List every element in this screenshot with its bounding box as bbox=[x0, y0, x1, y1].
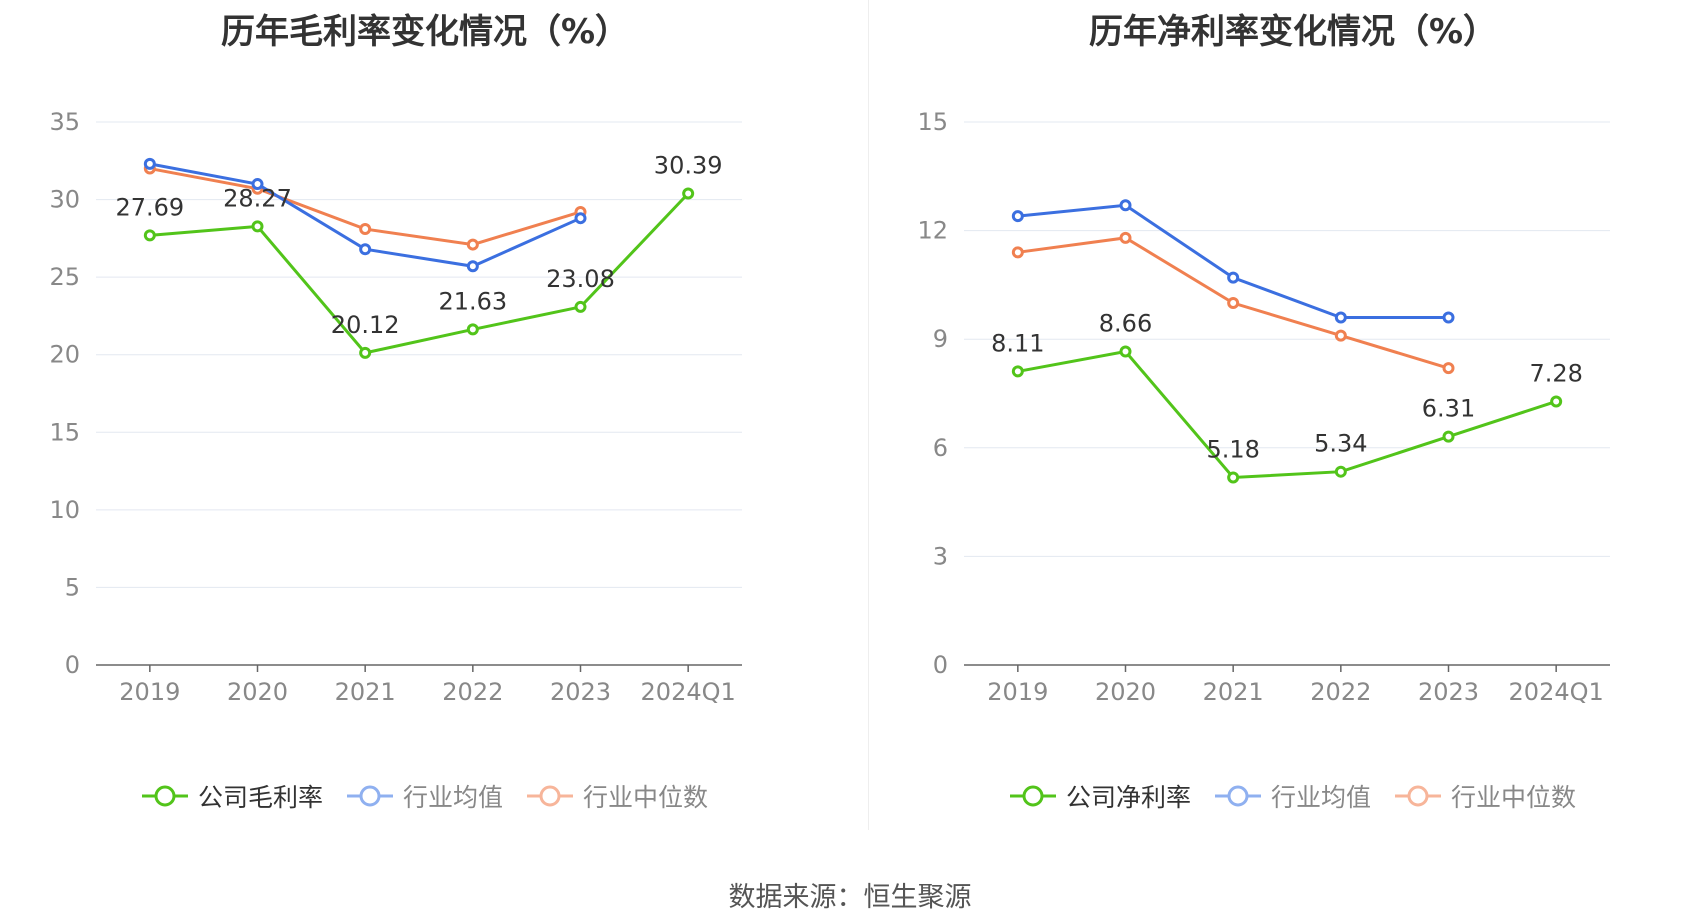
data-point-median[interactable] bbox=[466, 238, 479, 251]
y-tick-label: 9 bbox=[933, 325, 948, 353]
series-line-company bbox=[1017, 349, 1557, 480]
y-tick-label: 10 bbox=[49, 496, 80, 524]
data-point-avg[interactable] bbox=[1119, 199, 1132, 212]
x-tick-label: 2022 bbox=[1310, 678, 1371, 706]
data-point-company[interactable] bbox=[359, 346, 372, 359]
x-tick-label: 2021 bbox=[335, 678, 396, 706]
data-label: 21.63 bbox=[438, 287, 507, 315]
data-point-avg[interactable] bbox=[143, 157, 156, 170]
x-tick-label: 2019 bbox=[119, 678, 180, 706]
net-margin-chart: 历年净利率变化情况（%） 0 3 6 9 12 15 2019 2020 2021 2022 202… bbox=[868, 0, 1700, 830]
data-point-company[interactable] bbox=[1011, 365, 1024, 378]
y-tick-label: 15 bbox=[917, 108, 948, 136]
y-tick-label: 15 bbox=[49, 418, 80, 446]
y-tick-label: 5 bbox=[65, 573, 80, 601]
data-source: 数据来源：恒生聚源 bbox=[728, 882, 972, 913]
chart-title: 历年净利率变化情况（%） bbox=[1088, 12, 1498, 52]
legend-label: 行业均值 bbox=[402, 783, 503, 812]
net-margin-plot: 0 3 6 9 12 15 2019 2020 2021 2022 2023 2024Q1 8.11 8.… bbox=[917, 108, 1610, 706]
legend-item-avg[interactable]: 行业均值 bbox=[1214, 778, 1371, 814]
data-point-company[interactable] bbox=[1442, 430, 1455, 443]
data-point-median[interactable] bbox=[1119, 231, 1132, 244]
gross-margin-plot: 0 5 10 15 20 25 30 35 2019 2020 2021 2022 2023 2024Q1… bbox=[49, 108, 742, 706]
data-point-avg[interactable] bbox=[359, 243, 372, 256]
data-point-median[interactable] bbox=[1334, 329, 1347, 342]
chart-title: 历年毛利率变化情况（%） bbox=[220, 12, 630, 52]
y-tick-label: 0 bbox=[933, 651, 948, 679]
data-point-median[interactable] bbox=[359, 223, 372, 236]
legend-avg-line-icon bbox=[346, 785, 393, 807]
x-tick-label: 2020 bbox=[227, 678, 288, 706]
y-tick-label: 25 bbox=[49, 263, 80, 291]
y-tick-label: 30 bbox=[49, 186, 80, 214]
legend-company-line-icon bbox=[141, 785, 188, 807]
data-point-median[interactable] bbox=[1227, 297, 1240, 309]
legend-label: 公司净利率 bbox=[1065, 783, 1191, 812]
x-tick-label: 2024Q1 bbox=[641, 678, 736, 706]
legend-median-line-icon bbox=[1395, 785, 1441, 807]
y-tick-label: 0 bbox=[65, 651, 80, 679]
data-point-company[interactable] bbox=[1119, 345, 1132, 358]
y-tick-label: 35 bbox=[49, 108, 80, 136]
legend-item-median[interactable]: 行业中位数 bbox=[1395, 778, 1576, 814]
x-tick-label: 2022 bbox=[442, 678, 503, 706]
x-tick-label: 2019 bbox=[987, 678, 1048, 706]
data-point-avg[interactable] bbox=[1011, 210, 1024, 223]
data-label: 28.27 bbox=[223, 184, 292, 212]
data-label: 5.34 bbox=[1314, 430, 1367, 458]
x-tick-label: 2024Q1 bbox=[1509, 678, 1604, 706]
data-label: 20.12 bbox=[331, 311, 400, 339]
data-point-company[interactable] bbox=[1334, 465, 1347, 478]
data-point-avg[interactable] bbox=[1334, 311, 1347, 324]
data-point-avg[interactable] bbox=[251, 178, 264, 191]
legend-item-company[interactable]: 公司毛利率 bbox=[141, 778, 323, 814]
data-point-company[interactable] bbox=[1227, 471, 1240, 484]
x-tick-label: 2023 bbox=[550, 678, 611, 706]
data-label: 8.11 bbox=[991, 329, 1044, 357]
data-point-avg[interactable] bbox=[574, 212, 587, 225]
legend-label: 公司毛利率 bbox=[197, 783, 323, 812]
data-point-avg[interactable] bbox=[466, 260, 479, 273]
legend-item-company[interactable]: 公司净利率 bbox=[1009, 778, 1191, 814]
panel-divider bbox=[868, 0, 869, 830]
data-label: 5.18 bbox=[1206, 435, 1259, 463]
legend-label: 行业均值 bbox=[1270, 783, 1371, 812]
legend-median-line-icon bbox=[527, 785, 573, 807]
legend-item-avg[interactable]: 行业均值 bbox=[346, 778, 503, 814]
y-tick-label: 3 bbox=[933, 542, 948, 570]
data-point-company[interactable] bbox=[682, 187, 695, 200]
legend-company-line-icon bbox=[1009, 785, 1056, 807]
data-point-company[interactable] bbox=[251, 220, 264, 233]
y-tick-label: 12 bbox=[917, 217, 948, 245]
series-line-company bbox=[149, 192, 690, 355]
y-tick-label: 6 bbox=[933, 434, 948, 462]
data-point-median[interactable] bbox=[1442, 362, 1455, 375]
x-tick-label: 2020 bbox=[1095, 678, 1156, 706]
data-point-company[interactable] bbox=[574, 300, 587, 313]
legend-avg-line-icon bbox=[1214, 785, 1261, 807]
legend-item-median[interactable]: 行业中位数 bbox=[527, 778, 708, 814]
data-label: 8.66 bbox=[1099, 310, 1152, 338]
gross-margin-chart: 历年毛利率变化情况（%） 0 5 10 15 20 25 30 35 2019 2020 2021 2… bbox=[0, 0, 850, 830]
data-point-company[interactable] bbox=[143, 229, 156, 242]
data-point-avg[interactable] bbox=[1227, 271, 1240, 284]
data-point-company[interactable] bbox=[1550, 395, 1563, 408]
data-label: 7.28 bbox=[1529, 359, 1582, 387]
legend-label: 行业中位数 bbox=[583, 783, 709, 812]
legend: 公司毛利率 行业均值 行业中位数 bbox=[0, 778, 850, 814]
data-label: 23.08 bbox=[546, 265, 615, 293]
data-label: 30.39 bbox=[654, 152, 723, 180]
legend: 公司净利率 行业均值 行业中位数 bbox=[868, 778, 1700, 814]
x-tick-label: 2021 bbox=[1203, 678, 1264, 706]
legend-label: 行业中位数 bbox=[1451, 783, 1577, 812]
data-label: 27.69 bbox=[115, 193, 184, 221]
data-point-company[interactable] bbox=[466, 323, 479, 336]
y-tick-label: 20 bbox=[49, 341, 80, 369]
data-point-avg[interactable] bbox=[1442, 311, 1455, 324]
data-point-median[interactable] bbox=[1011, 246, 1024, 259]
data-label: 6.31 bbox=[1422, 395, 1475, 423]
x-tick-label: 2023 bbox=[1418, 678, 1479, 706]
